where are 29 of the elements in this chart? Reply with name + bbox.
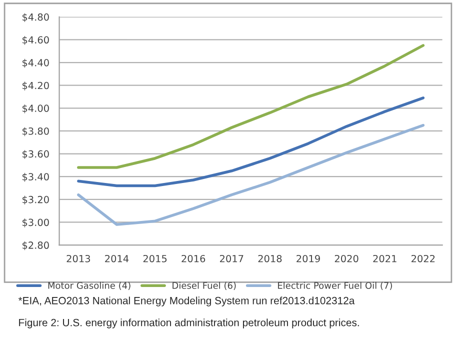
y-tick-label: $4.60 — [22, 36, 49, 45]
line-series — [77, 96, 425, 188]
x-tick-label: 2013 — [66, 254, 90, 262]
x-tick-label: 2014 — [105, 254, 129, 262]
text: *EIA, AEO2013 National Energy Modeling System run ref2013.d102312a — [18, 296, 355, 306]
y-tick-label: $4.80 — [22, 13, 49, 22]
y-tick-label: $4.40 — [22, 58, 49, 68]
y-tick-label: $3.60 — [22, 150, 49, 159]
y-tick-label: $3.20 — [22, 196, 49, 205]
legend-label: Motor Gasoline (4) — [48, 282, 130, 290]
y-tick-label: $4.20 — [22, 82, 49, 90]
y-tick-label: $2.80 — [22, 241, 49, 250]
y-tick-label: $3.80 — [22, 127, 49, 136]
x-tick-label: 2020 — [334, 254, 358, 262]
y-tick-label: $3.00 — [22, 218, 49, 228]
x-tick-label: 2021 — [373, 254, 396, 262]
x-tick-label: 2019 — [296, 254, 320, 262]
x-tick-label: 2016 — [182, 254, 206, 262]
legend-label: Diesel Fuel (6) — [172, 282, 236, 290]
y-tick-label: $3.40 — [22, 172, 49, 182]
line-series — [77, 124, 425, 226]
x-tick-label: 2015 — [143, 254, 167, 262]
line-series — [77, 44, 425, 169]
y-tick-label: $4.00 — [22, 104, 49, 114]
x-tick-label: 2017 — [220, 254, 244, 262]
legend-label: Electric Power Fuel Oil (7) — [278, 282, 392, 290]
x-tick-label: 2022 — [412, 254, 435, 262]
x-tick-label: 2018 — [258, 254, 282, 262]
caption: Figure 2: U.S. energy information administration petroleum product prices. — [19, 318, 359, 328]
